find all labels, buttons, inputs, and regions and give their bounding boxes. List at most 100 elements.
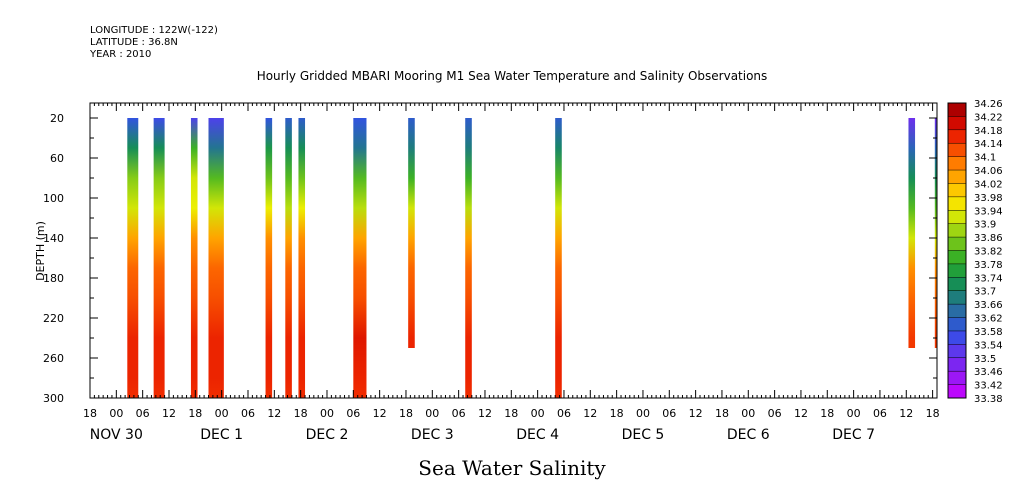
x-tick-label: 18	[610, 407, 624, 420]
colorbar-swatch	[948, 129, 966, 144]
y-tick-label: 20	[50, 112, 64, 125]
x-tick-label: 18	[188, 407, 202, 420]
x-tick-label: 00	[320, 407, 334, 420]
x-tick-label: 18	[504, 407, 518, 420]
x-day-label: DEC 5	[622, 427, 665, 443]
colorbar-swatch	[948, 223, 966, 238]
colorbar-swatch	[948, 170, 966, 184]
x-tick-label: 00	[425, 407, 439, 420]
salinity-column	[190, 118, 198, 398]
salinity-column	[127, 118, 139, 398]
colorbar-label: 33.86	[974, 233, 1003, 244]
colorbar-label: 33.38	[974, 394, 1003, 405]
y-tick-label: 260	[43, 352, 64, 365]
y-axis-label: DEPTH (m)	[34, 221, 47, 281]
year-label: YEAR : 2010	[90, 49, 152, 60]
x-day-label: DEC 6	[727, 427, 770, 443]
salinity-column	[265, 118, 273, 398]
x-tick-label: 06	[768, 407, 782, 420]
colorbar: 34.26 34.22 34.18 34.14 34.1 34.06 34.02 33.98 3…	[947, 99, 1003, 405]
x-tick-label: 00	[636, 407, 650, 420]
salinity-column	[353, 118, 367, 398]
x-tick-label: 18	[83, 407, 97, 420]
colorbar-swatch	[948, 116, 966, 131]
colorbar-swatch	[948, 183, 966, 198]
x-tick-label: 00	[215, 407, 229, 420]
x-tick-label: 18	[399, 407, 413, 420]
salinity-column	[934, 118, 937, 348]
colorbar-swatch	[948, 317, 966, 332]
x-tick-label: 18	[820, 407, 834, 420]
colorbar-swatch	[948, 263, 966, 278]
y-tick-label: 220	[43, 312, 64, 325]
x-tick-label: 12	[794, 407, 808, 420]
colorbar-swatch	[948, 237, 966, 251]
colorbar-swatch	[948, 277, 966, 292]
colorbar-label: 33.5	[974, 354, 996, 365]
salinity-column	[465, 118, 472, 398]
colorbar-label: 33.7	[974, 287, 996, 298]
salinity-column	[408, 118, 415, 348]
colorbar-swatch	[948, 384, 966, 399]
x-tick-label: 18	[715, 407, 729, 420]
colorbar-label: 34.22	[974, 112, 1003, 123]
colorbar-swatch	[948, 196, 966, 211]
y-tick-label: 140	[43, 232, 64, 245]
x-tick-label: 18	[294, 407, 308, 420]
colorbar-label: 34.1	[974, 153, 996, 164]
colorbar-label: 33.74	[974, 273, 1003, 284]
x-tick-label: 00	[741, 407, 755, 420]
colorbar-label: 33.46	[974, 367, 1003, 378]
salinity-column	[153, 118, 165, 398]
y-tick-label: 180	[43, 272, 64, 285]
y-tick-label: 100	[43, 192, 64, 205]
x-tick-label: 06	[873, 407, 887, 420]
colorbar-swatch	[948, 103, 966, 117]
colorbar-label: 33.82	[974, 247, 1003, 258]
x-tick-label: 06	[136, 407, 150, 420]
salinity-column	[555, 118, 562, 398]
x-tick-label: 06	[557, 407, 571, 420]
chart-caption: Sea Water Salinity	[418, 456, 606, 480]
x-tick-label: 00	[847, 407, 861, 420]
plot-frame	[89, 102, 938, 399]
x-tick-label: 12	[373, 407, 387, 420]
x-day-label: DEC 7	[832, 427, 875, 443]
salinity-column	[285, 118, 292, 398]
x-day-label: NOV 30	[90, 427, 143, 443]
x-tick-label: 12	[267, 407, 281, 420]
colorbar-swatch	[948, 371, 966, 386]
colorbar-label: 33.62	[974, 314, 1003, 325]
colorbar-swatch	[948, 344, 966, 359]
salinity-column	[208, 118, 224, 398]
colorbar-label: 33.54	[974, 340, 1003, 351]
x-tick-label: 12	[478, 407, 492, 420]
x-tick-label: 00	[109, 407, 123, 420]
x-day-label: DEC 2	[306, 427, 349, 443]
colorbar-label: 34.18	[974, 126, 1003, 137]
axes: 20 60 100 140 180 220 260 300 18 00 06 12 18 00 06 12 18…	[43, 102, 940, 443]
y-tick-label: 300	[43, 392, 64, 405]
colorbar-label: 33.58	[974, 327, 1003, 338]
colorbar-label: 33.78	[974, 260, 1003, 271]
colorbar-swatch	[948, 330, 966, 345]
colorbar-label: 33.9	[974, 220, 996, 231]
colorbar-swatch	[948, 304, 966, 319]
colorbar-label: 33.66	[974, 300, 1003, 311]
data-columns	[127, 118, 937, 398]
colorbar-swatch	[948, 143, 966, 158]
colorbar-label: 34.06	[974, 166, 1003, 177]
chart-title: Hourly Gridded MBARI Mooring M1 Sea Wate…	[257, 69, 768, 83]
colorbar-swatch	[948, 357, 966, 372]
colorbar-swatch	[948, 210, 966, 225]
colorbar-swatch	[948, 156, 966, 171]
x-day-label: DEC 3	[411, 427, 454, 443]
x-tick-label: 06	[346, 407, 360, 420]
x-day-label: DEC 4	[516, 427, 559, 443]
x-tick-label: 06	[452, 407, 466, 420]
colorbar-label: 34.26	[974, 99, 1003, 110]
x-tick-label: 06	[241, 407, 255, 420]
colorbar-swatch	[948, 250, 966, 265]
x-tick-label: 18	[926, 407, 940, 420]
